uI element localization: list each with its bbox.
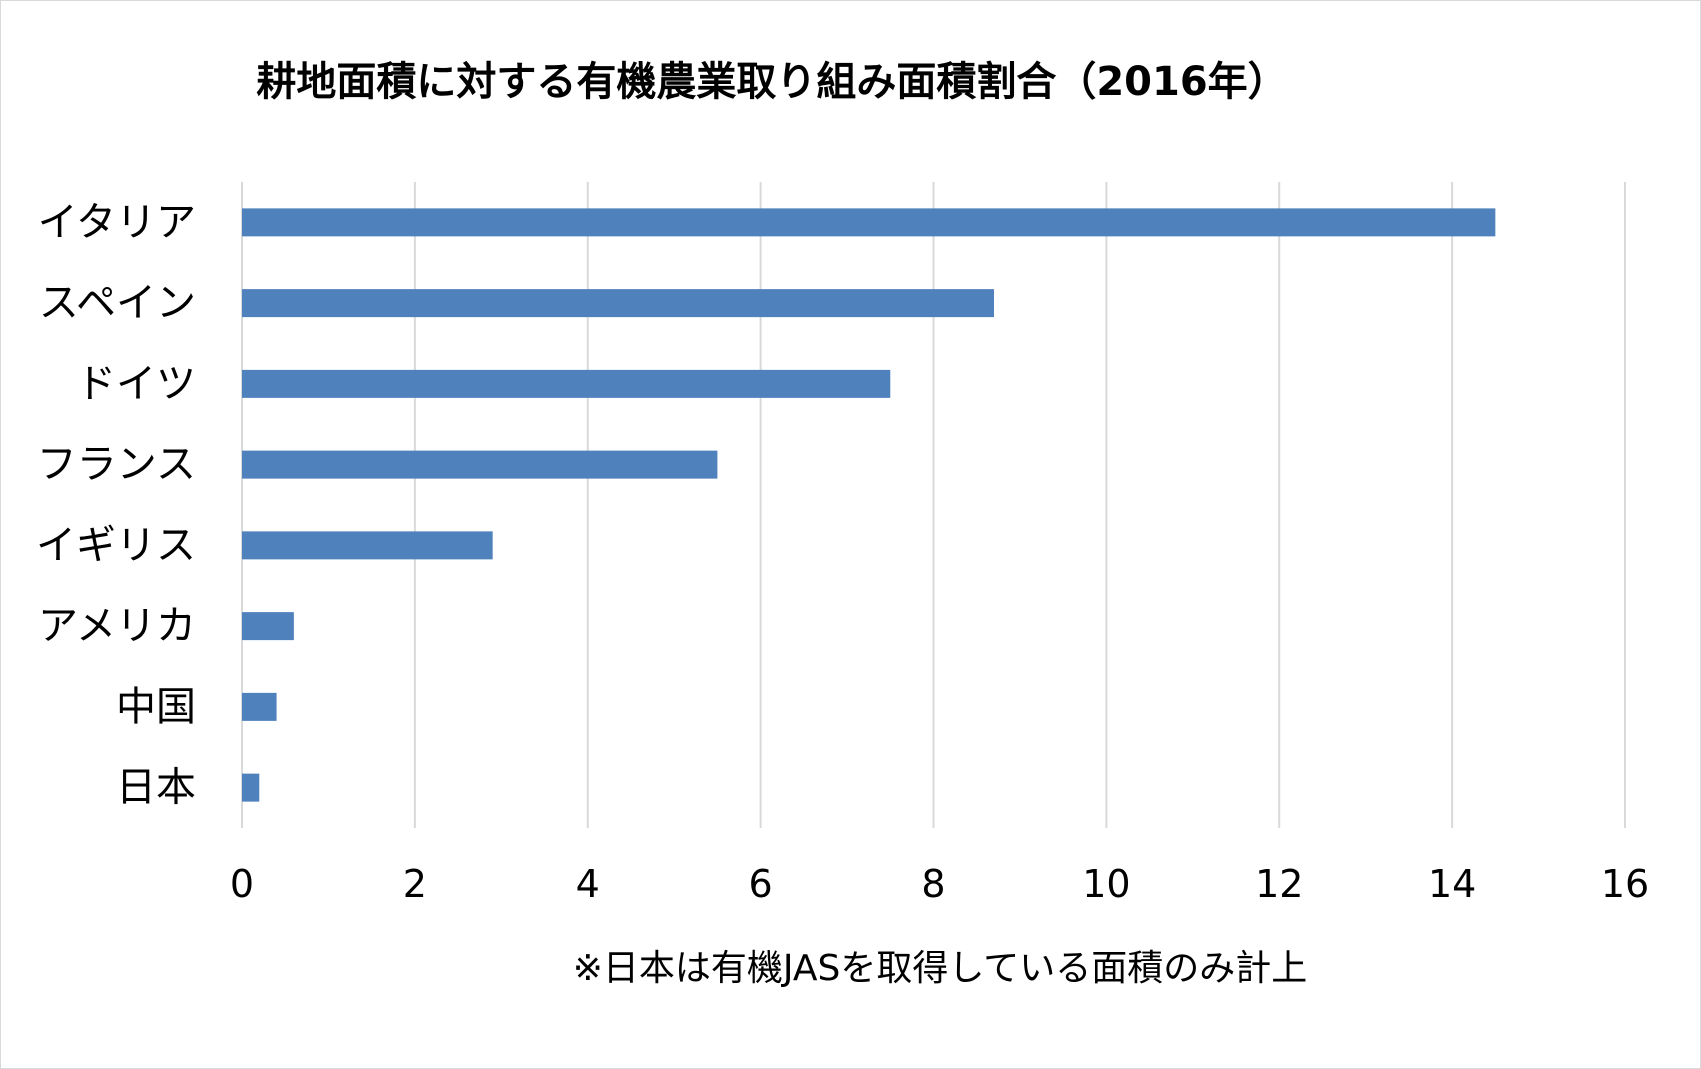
bar	[242, 450, 718, 479]
gridlines	[241, 182, 1626, 828]
bar	[242, 612, 294, 641]
bar	[242, 692, 277, 721]
category-label: アメリカ	[38, 603, 196, 649]
x-tick-label: 10	[1082, 862, 1130, 906]
category-label: イタリア	[38, 199, 196, 245]
bar	[242, 531, 493, 560]
x-tick-label: 4	[576, 862, 600, 906]
x-tick-label: 8	[921, 862, 945, 906]
bar	[242, 289, 995, 318]
category-label: 中国	[116, 684, 196, 730]
x-tick-label: 2	[403, 862, 427, 906]
category-label: イギリス	[36, 522, 196, 568]
x-tick-label: 12	[1255, 862, 1303, 906]
chart-title: 耕地面積に対する有機農業取り組み面積割合（2016年）	[256, 59, 1287, 105]
category-label: ドイツ	[76, 361, 196, 407]
x-tick-label: 6	[749, 862, 773, 906]
x-tick-label: 16	[1601, 862, 1649, 906]
bar	[242, 208, 1496, 237]
category-label: 日本	[116, 765, 196, 811]
x-axis-tick-labels: 0 2 4 6 8 10 12 14 16	[230, 862, 1649, 906]
bars	[242, 208, 1496, 802]
category-label: フランス	[37, 442, 196, 488]
bar	[242, 369, 891, 398]
bar	[242, 773, 260, 802]
x-tick-label: 0	[230, 862, 254, 906]
category-label: スペイン	[39, 280, 196, 326]
chart-annotation: ※日本は有機JASを取得している面積のみ計上	[573, 948, 1308, 989]
x-tick-label: 14	[1428, 862, 1476, 906]
